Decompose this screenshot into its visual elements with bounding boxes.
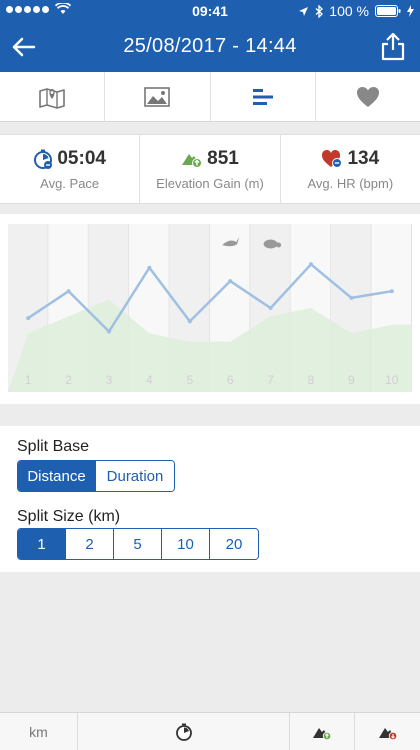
battery-icon — [375, 5, 401, 17]
split-base-label: Split Base — [17, 438, 90, 455]
split-size-option-2[interactable]: 2 — [66, 529, 114, 559]
nav-bar: 25/08/2017 - 14:44 — [0, 22, 420, 72]
split-size-option-10[interactable]: 10 — [162, 529, 210, 559]
back-arrow-icon[interactable] — [8, 31, 40, 63]
tortoise-icon — [263, 239, 278, 249]
map-icon — [39, 87, 65, 109]
wifi-icon — [55, 3, 71, 14]
status-time: 09:41 — [192, 3, 228, 19]
hr-value: 134 — [347, 147, 380, 169]
split-tick-label: 8 — [308, 373, 315, 387]
split-size-option-5[interactable]: 5 — [114, 529, 162, 559]
status-bar: 09:41 100 % — [0, 0, 420, 22]
splits-chart-svg: 1 2 3 4 5 6 7 8 9 10 — [8, 224, 412, 392]
pace-label: Avg. Pace — [40, 175, 100, 191]
split-base-segmented: Distance Duration — [17, 460, 175, 492]
charging-bolt-icon — [407, 5, 414, 17]
split-size-label: Split Size (km) — [17, 508, 121, 525]
share-icon[interactable] — [378, 31, 408, 63]
tortoise-head-icon — [276, 242, 282, 248]
unit-km-button[interactable]: km — [0, 713, 78, 750]
split-tick-label: 5 — [186, 373, 193, 387]
signal-icon — [6, 5, 49, 13]
split-tick-label: 10 — [385, 373, 399, 387]
pace-line — [27, 263, 393, 333]
summary-stats: 05:04 Avg. Pace 851 Elevation Gain (m) 1… — [0, 134, 420, 204]
bottom-toolbar: km — [0, 712, 420, 750]
split-tick-label: 4 — [146, 373, 153, 387]
view-tabs — [0, 72, 420, 122]
split-size-option-1[interactable]: 1 — [18, 529, 66, 559]
pace-toggle-button[interactable] — [78, 713, 290, 750]
elevation-value: 851 — [207, 147, 239, 169]
split-size-option-20[interactable]: 20 — [210, 529, 258, 559]
tab-heart-rate[interactable] — [316, 72, 420, 121]
tab-photos[interactable] — [105, 72, 211, 121]
photo-icon — [144, 86, 171, 107]
status-left — [6, 3, 71, 15]
location-arrow-icon — [299, 6, 309, 16]
splits-chart: 1 2 3 4 5 6 7 8 9 10 — [0, 214, 420, 404]
stat-heart-rate: 134 Avg. HR (bpm) — [281, 135, 420, 203]
split-controls: Split Base Distance Duration Split Size … — [0, 426, 420, 572]
split-size-segmented: 1 2 5 10 20 — [17, 528, 259, 560]
split-tick-label: 9 — [348, 373, 355, 387]
elevation-loss-small-icon — [378, 727, 397, 740]
stopwatch-icon — [175, 723, 192, 741]
bluetooth-icon — [315, 4, 324, 18]
unit-km-label: km — [29, 723, 48, 740]
elevation-gain-toggle-button[interactable] — [290, 713, 355, 750]
stat-pace: 05:04 Avg. Pace — [0, 135, 141, 203]
pace-stopwatch-icon — [34, 149, 53, 169]
stat-elevation: 851 Elevation Gain (m) — [140, 135, 281, 203]
split-base-option-duration[interactable]: Duration — [96, 461, 174, 491]
heart-icon — [356, 86, 379, 107]
split-tick-label: 2 — [65, 373, 72, 387]
tab-splits[interactable] — [211, 72, 316, 121]
split-tick-label: 6 — [227, 373, 234, 387]
elevation-label: Elevation Gain (m) — [156, 175, 264, 191]
hr-label: Avg. HR (bpm) — [307, 175, 394, 191]
pace-value: 05:04 — [57, 147, 106, 169]
splits-icon — [252, 88, 273, 105]
battery-percent: 100 % — [329, 3, 369, 19]
elevation-gain-icon — [182, 153, 203, 168]
hare-icon — [222, 237, 240, 247]
elevation-gain-small-icon — [313, 727, 332, 740]
page-title: 25/08/2017 - 14:44 — [123, 35, 297, 57]
status-right: 100 % — [298, 3, 414, 19]
split-tick-label: 3 — [106, 373, 113, 387]
split-tick-label: 1 — [25, 373, 32, 387]
split-base-option-distance[interactable]: Distance — [18, 461, 96, 491]
elevation-loss-toggle-button[interactable] — [355, 713, 420, 750]
elevation-area — [8, 299, 412, 392]
split-tick-label: 7 — [267, 373, 274, 387]
heart-rate-icon — [322, 149, 343, 168]
tab-map[interactable] — [0, 72, 106, 121]
